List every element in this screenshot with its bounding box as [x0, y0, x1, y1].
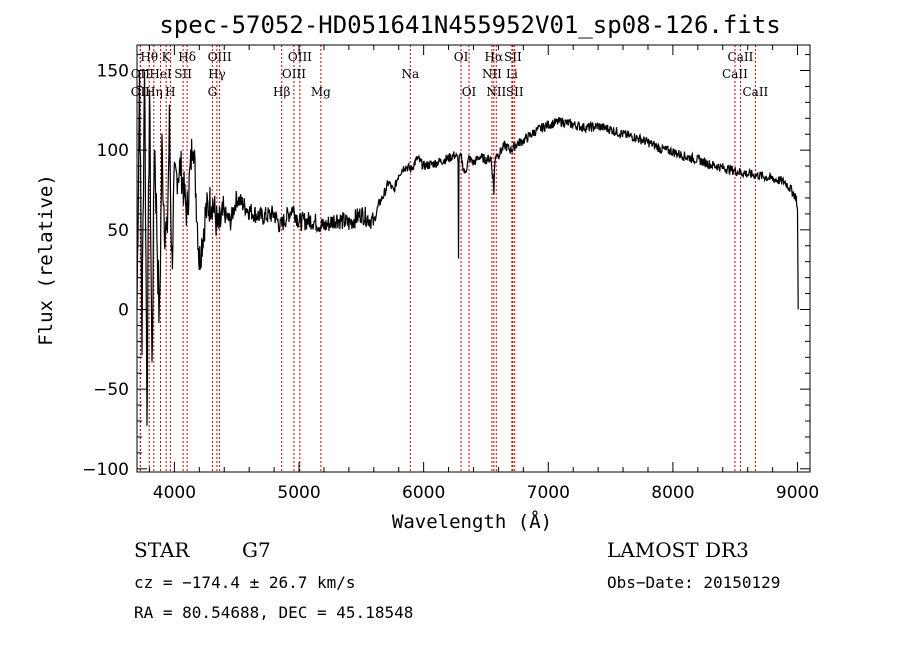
- spectral-line-label: CaII: [742, 85, 768, 99]
- spectral-line-label: OIII: [208, 50, 232, 64]
- x-tick-label: 7000: [527, 483, 570, 503]
- y-tick-label: 0: [118, 300, 129, 320]
- spectral-line-label: NII: [486, 85, 506, 99]
- x-tick-label: 5000: [277, 483, 320, 503]
- y-tick-label: −50: [93, 380, 129, 400]
- spectral-line-label: Mg: [311, 85, 331, 99]
- y-tick-label: 50: [107, 221, 129, 241]
- x-axis: 4000 5000 6000 7000 8000 9000: [148, 45, 819, 503]
- spectral-line-label: H: [165, 85, 175, 99]
- spectral-line-label: Li: [506, 67, 518, 81]
- spectral-line-markers: [139, 45, 756, 472]
- spectral-line-label: CaII: [722, 67, 748, 81]
- plot-frame: [136, 44, 811, 473]
- spectral-line-label: NII: [482, 67, 502, 81]
- survey-name: LAMOST DR3: [607, 538, 749, 562]
- spectral-line-label: OII: [131, 67, 151, 81]
- spectral-line-label: Na: [401, 67, 419, 81]
- spectral-line-label: Hδ: [178, 50, 196, 64]
- spectral-line-label: OIII: [288, 50, 312, 64]
- spectral-line-label: HeI: [149, 67, 172, 81]
- spectral-line-label: Hγ: [208, 67, 226, 81]
- x-tick-label: 9000: [776, 483, 819, 503]
- spectral-line-label: Hθ: [140, 50, 158, 64]
- chart-title: spec-57052-HD051641N455952V01_sp08-126.f…: [159, 11, 780, 39]
- y-tick-label: 150: [97, 61, 129, 81]
- spectral-line-label: SII: [174, 67, 192, 81]
- obs-date: Obs−Date: 20150129: [607, 573, 781, 592]
- y-axis-label: Flux (relative): [35, 174, 57, 346]
- object-class: STAR: [134, 538, 190, 562]
- object-subclass: G7: [242, 538, 271, 562]
- x-axis-label: Wavelength (Å): [392, 510, 552, 533]
- x-tick-label: 6000: [402, 483, 445, 503]
- y-tick-label: −100: [82, 460, 129, 480]
- spectrum-line: [136, 70, 799, 426]
- spectral-line-label: CaII: [728, 50, 754, 64]
- x-tick-label: 8000: [651, 483, 694, 503]
- spectral-line-label: SII: [506, 85, 524, 99]
- spectral-line-label: SII: [504, 50, 522, 64]
- spectral-line-label: Hη: [145, 85, 163, 99]
- spectral-line-label: OI: [454, 50, 469, 64]
- y-axis: −100 −50 0 50 100 150: [82, 54, 810, 480]
- spectral-line-label: OI: [462, 85, 477, 99]
- spectral-line-label: G: [208, 85, 218, 99]
- x-tick-label: 4000: [153, 483, 196, 503]
- redshift-text: cz = −174.4 ± 26.7 km/s: [134, 573, 356, 592]
- spectral-line-label: K: [162, 50, 172, 64]
- spectral-line-label: Hα: [485, 50, 504, 64]
- y-tick-label: 100: [97, 141, 129, 161]
- spectral-line-labels: OIIHθOIIHηHeIKHSIIHδGHγOIIIHβOIIIOIIIMgN…: [131, 50, 769, 99]
- spectral-line-label: Hβ: [273, 85, 290, 99]
- spectral-line-label: OIII: [282, 67, 306, 81]
- coordinates: RA = 80.54688, DEC = 45.18548: [134, 603, 414, 622]
